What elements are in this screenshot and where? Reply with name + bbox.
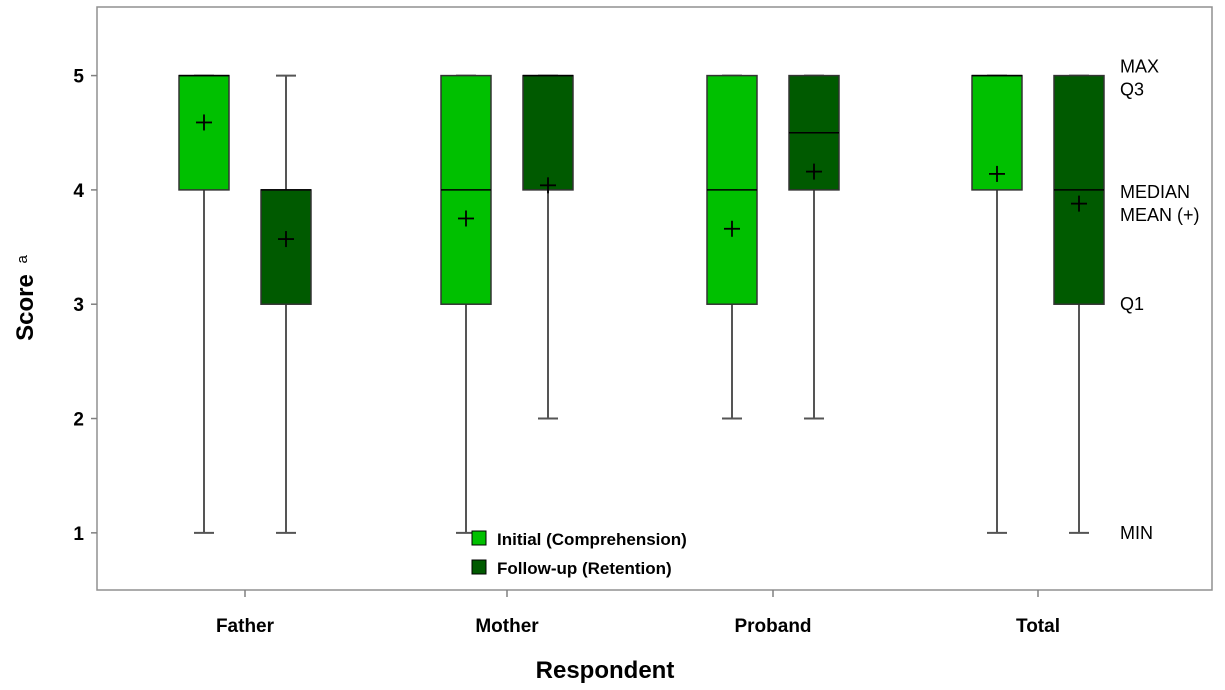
box-followup-father [260, 74, 312, 534]
legend: Initial (Comprehension) Follow-up (Reten… [471, 530, 687, 578]
y-axis: 1 2 3 4 5 [73, 67, 97, 545]
y-axis-title-text: Score [12, 274, 39, 341]
boxes-layer [178, 74, 1105, 534]
stat-annotations: MAX Q3 MEDIAN MEAN (+) Q1 MIN [1120, 56, 1200, 542]
stat-annotation: MEDIAN [1120, 182, 1190, 202]
y-tick-label: 4 [73, 181, 84, 202]
x-tick-label: Mother [475, 616, 539, 637]
x-tick-label: Proband [734, 616, 811, 637]
stat-annotation: MAX [1120, 56, 1159, 76]
box-iqr [522, 74, 574, 191]
legend-label-followup: Follow-up (Retention) [497, 559, 672, 578]
svg-text:Score a: Score a [12, 254, 39, 340]
x-axis: Father Mother Proband Total [216, 590, 1060, 637]
y-tick-label: 3 [73, 295, 84, 316]
legend-label-initial: Initial (Comprehension) [497, 530, 687, 549]
box-iqr [178, 74, 230, 191]
legend-swatch-initial [471, 530, 487, 546]
stat-annotation: MEAN (+) [1120, 205, 1200, 225]
x-tick-label: Father [216, 616, 275, 637]
box-followup-total [1053, 74, 1105, 534]
y-tick-label: 1 [73, 524, 84, 545]
box-followup-mother [522, 74, 574, 420]
stat-annotation: Q1 [1120, 294, 1144, 314]
stat-annotation: Q3 [1120, 79, 1144, 99]
box-iqr [260, 189, 312, 305]
stat-annotation: MIN [1120, 523, 1153, 543]
box-initial-father [178, 74, 230, 534]
box-followup-proband [788, 74, 840, 420]
y-axis-title: Score a [12, 254, 39, 340]
x-axis-title: Respondent [536, 657, 675, 684]
box-initial-proband [706, 74, 758, 420]
box-initial-total [971, 74, 1023, 534]
y-axis-title-superscript: a [14, 254, 31, 263]
y-tick-label: 2 [73, 410, 84, 431]
x-tick-label: Total [1016, 616, 1060, 637]
legend-swatch-followup [471, 559, 487, 575]
y-tick-label: 5 [73, 67, 84, 88]
box-initial-mother [440, 74, 492, 534]
